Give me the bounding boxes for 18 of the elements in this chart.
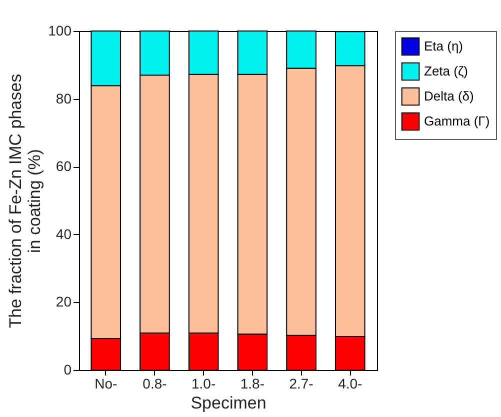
x-tick-label: 1.0- [192, 376, 216, 392]
legend-label: Gamma (Γ) [424, 114, 490, 128]
legend-label: Delta (δ) [424, 88, 474, 104]
x-tick-label: 4.0- [338, 376, 363, 392]
x-tick-label: 1.8- [240, 376, 265, 392]
legend-label: Eta (η) [424, 38, 464, 54]
legend-label: Zeta (ζ) [424, 64, 468, 78]
x-tick-label: 2.7- [289, 376, 314, 392]
x-tick-label: No- [94, 376, 118, 392]
x-tick-label: 0.8- [142, 376, 168, 392]
y-axis-title: The fraction of Fe-Zn IMC phases in coating (%) [6, 74, 44, 328]
y-tick-label: 60 [56, 158, 72, 174]
y-tick-label: 80 [56, 90, 72, 106]
y-tick-label: 100 [48, 22, 72, 38]
y-tick-label: 20 [56, 294, 72, 310]
y-tick-label: 40 [56, 226, 72, 242]
y-tick-label: 0 [64, 362, 72, 378]
x-axis-title: Specimen [190, 394, 266, 412]
